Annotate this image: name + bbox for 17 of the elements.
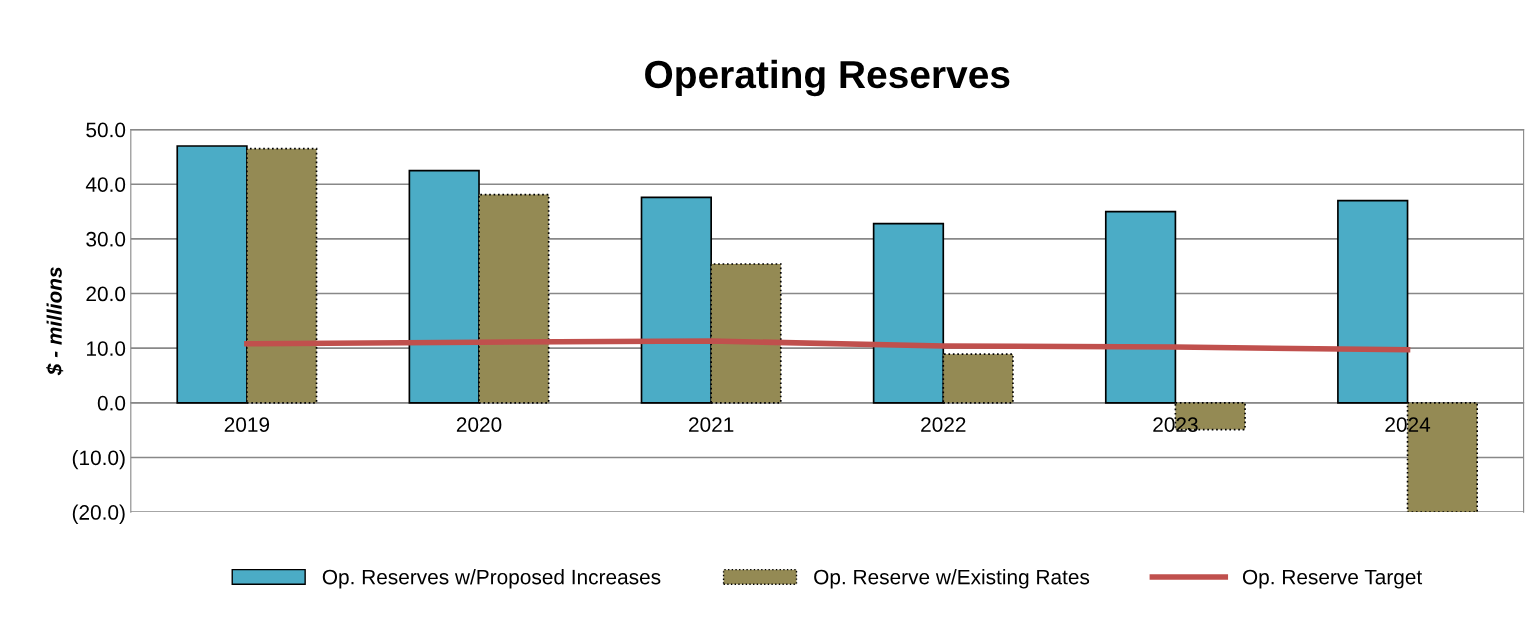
y-tick-label: 20.0 bbox=[86, 286, 126, 302]
legend-label: Op. Reserve Target bbox=[1242, 569, 1423, 589]
y-tick-label: 30.0 bbox=[86, 231, 126, 247]
y-tick-label: 10.0 bbox=[87, 341, 126, 356]
legend-label: Op. Reserves w/Proposed Increases bbox=[322, 569, 661, 589]
y-tick-label: 40.0 bbox=[85, 177, 126, 192]
x-tick-label: 2020 bbox=[456, 417, 502, 432]
y-tick-label: 50.0 bbox=[86, 122, 126, 138]
legend-label: Op. Reserve w/Existing Rates bbox=[814, 569, 1090, 589]
y-axis-title: $ - millions bbox=[46, 267, 64, 376]
y-tick-label: 0.0 bbox=[97, 395, 126, 411]
y-tick-label: (10.0) bbox=[72, 449, 125, 470]
x-tick-label: 2019 bbox=[224, 417, 270, 432]
y-tick-label: (20.0) bbox=[72, 504, 125, 524]
x-tick-label: 2021 bbox=[689, 417, 734, 432]
chart-title: Operating Reserves bbox=[645, 59, 1010, 97]
x-tick-label: 2022 bbox=[921, 417, 966, 432]
